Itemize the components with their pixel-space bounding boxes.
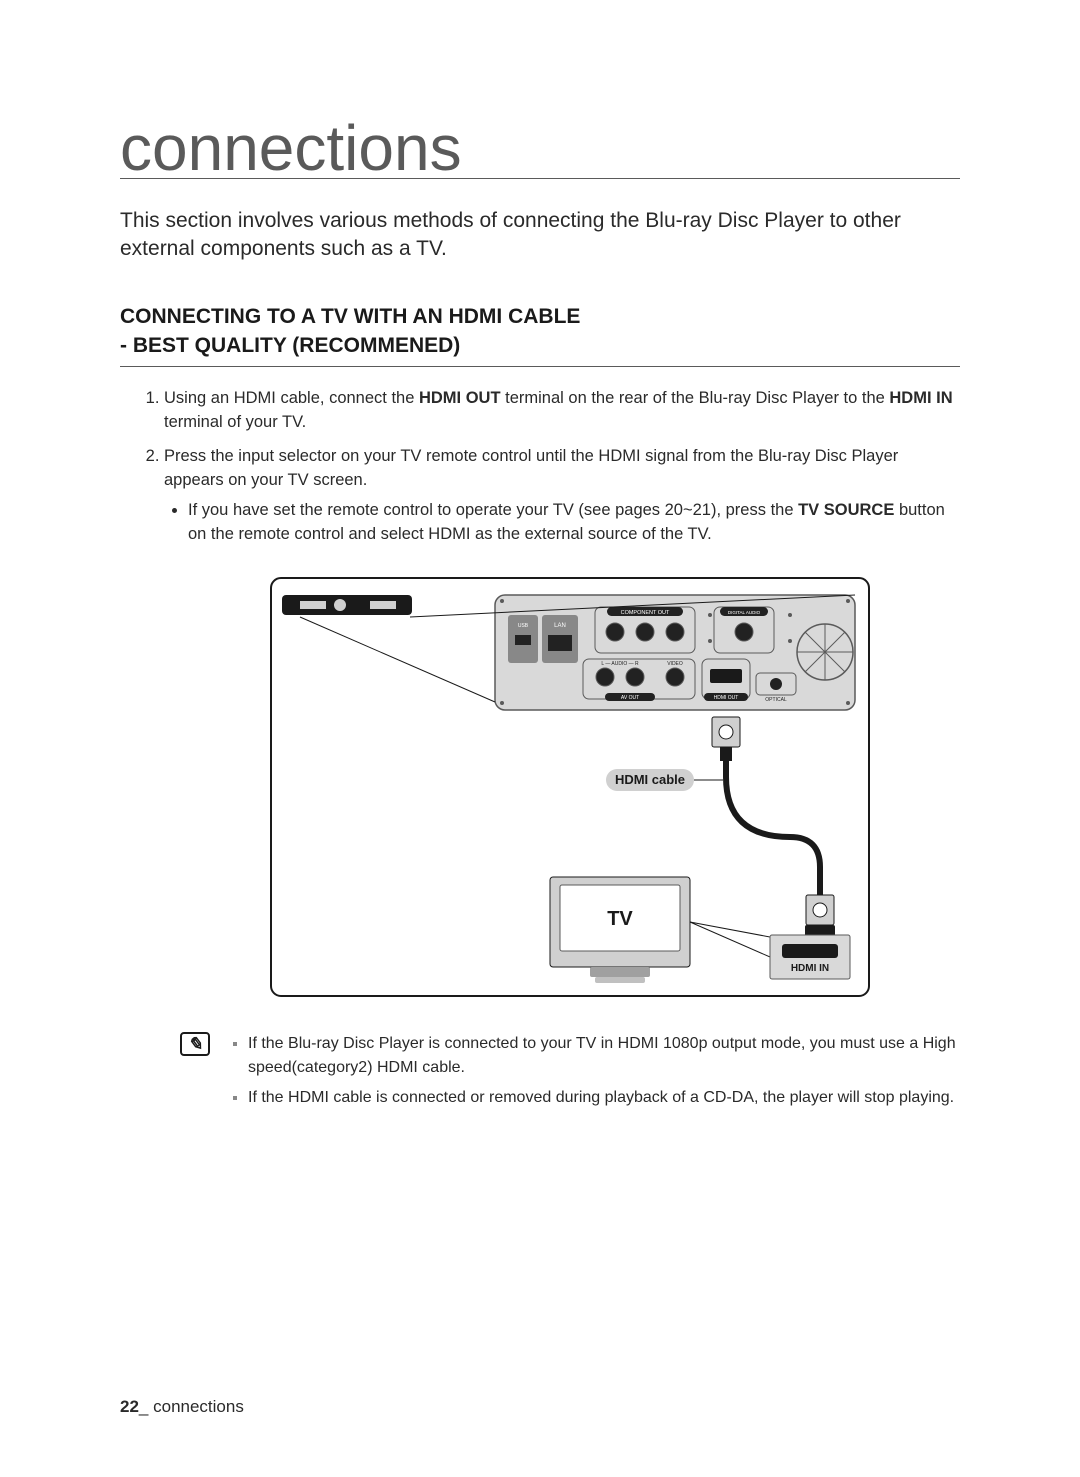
svg-text:LAN: LAN: [554, 623, 566, 629]
svg-text:HDMI OUT: HDMI OUT: [714, 695, 739, 701]
step-2: Press the input selector on your TV remo…: [164, 445, 960, 547]
section-heading: CONNECTING TO A TV WITH AN HDMI CABLE - …: [120, 303, 960, 367]
svg-text:COMPONENT OUT: COMPONENT OUT: [621, 610, 670, 616]
steps-list: Using an HDMI cable, connect the HDMI OU…: [120, 387, 960, 547]
step1-part-e: terminal of your TV.: [164, 413, 306, 431]
svg-text:USB: USB: [518, 623, 529, 629]
step2-sub-bold: TV SOURCE: [798, 501, 894, 519]
note-icon-glyph: ✎: [187, 1035, 202, 1053]
step2-sub-item: If you have set the remote control to op…: [188, 499, 960, 547]
section-heading-line1: CONNECTING TO A TV WITH AN HDMI CABLE: [120, 305, 580, 328]
footer-page-number: 22: [120, 1397, 139, 1416]
step-1: Using an HDMI cable, connect the HDMI OU…: [164, 387, 960, 435]
diagram-svg: USB LAN COMPONENT OUT L — AUDIO — R VIDE…: [270, 577, 870, 997]
page-title: connections: [120, 120, 960, 179]
step2-text: Press the input selector on your TV remo…: [164, 447, 898, 489]
step1-part-c: terminal on the rear of the Blu-ray Disc…: [501, 389, 890, 407]
note-list: If the Blu-ray Disc Player is connected …: [228, 1032, 960, 1116]
svg-text:DIGITAL AUDIO: DIGITAL AUDIO: [728, 610, 761, 615]
tv-icon: TV: [550, 877, 690, 983]
note-1: If the Blu-ray Disc Player is connected …: [248, 1032, 960, 1080]
note-icon: ✎: [180, 1032, 210, 1056]
svg-text:VIDEO: VIDEO: [667, 661, 683, 667]
step1-part-a: Using an HDMI cable, connect the: [164, 389, 419, 407]
step1-bold-hdmi-out: HDMI OUT: [419, 389, 501, 407]
notes-block: ✎ If the Blu-ray Disc Player is connecte…: [180, 1032, 960, 1116]
connection-diagram: USB LAN COMPONENT OUT L — AUDIO — R VIDE…: [180, 577, 960, 1002]
page-footer: 22_ connections: [120, 1397, 244, 1417]
svg-text:OPTICAL: OPTICAL: [765, 697, 787, 703]
intro-paragraph: This section involves various methods of…: [120, 207, 960, 264]
section-heading-line2: - BEST QUALITY (RECOMMENED): [120, 334, 460, 357]
step1-bold-hdmi-in: HDMI IN: [889, 389, 952, 407]
footer-sep: _: [139, 1397, 148, 1416]
step2-sublist: If you have set the remote control to op…: [164, 499, 960, 547]
svg-text:HDMI cable: HDMI cable: [615, 772, 685, 787]
svg-text:TV: TV: [607, 908, 633, 930]
note-2: If the HDMI cable is connected or remove…: [248, 1086, 960, 1110]
svg-text:AV OUT: AV OUT: [621, 695, 639, 701]
svg-text:L — AUDIO — R: L — AUDIO — R: [601, 661, 639, 667]
footer-section: connections: [148, 1397, 243, 1416]
svg-text:HDMI IN: HDMI IN: [791, 963, 829, 974]
step2-sub-a: If you have set the remote control to op…: [188, 501, 798, 519]
